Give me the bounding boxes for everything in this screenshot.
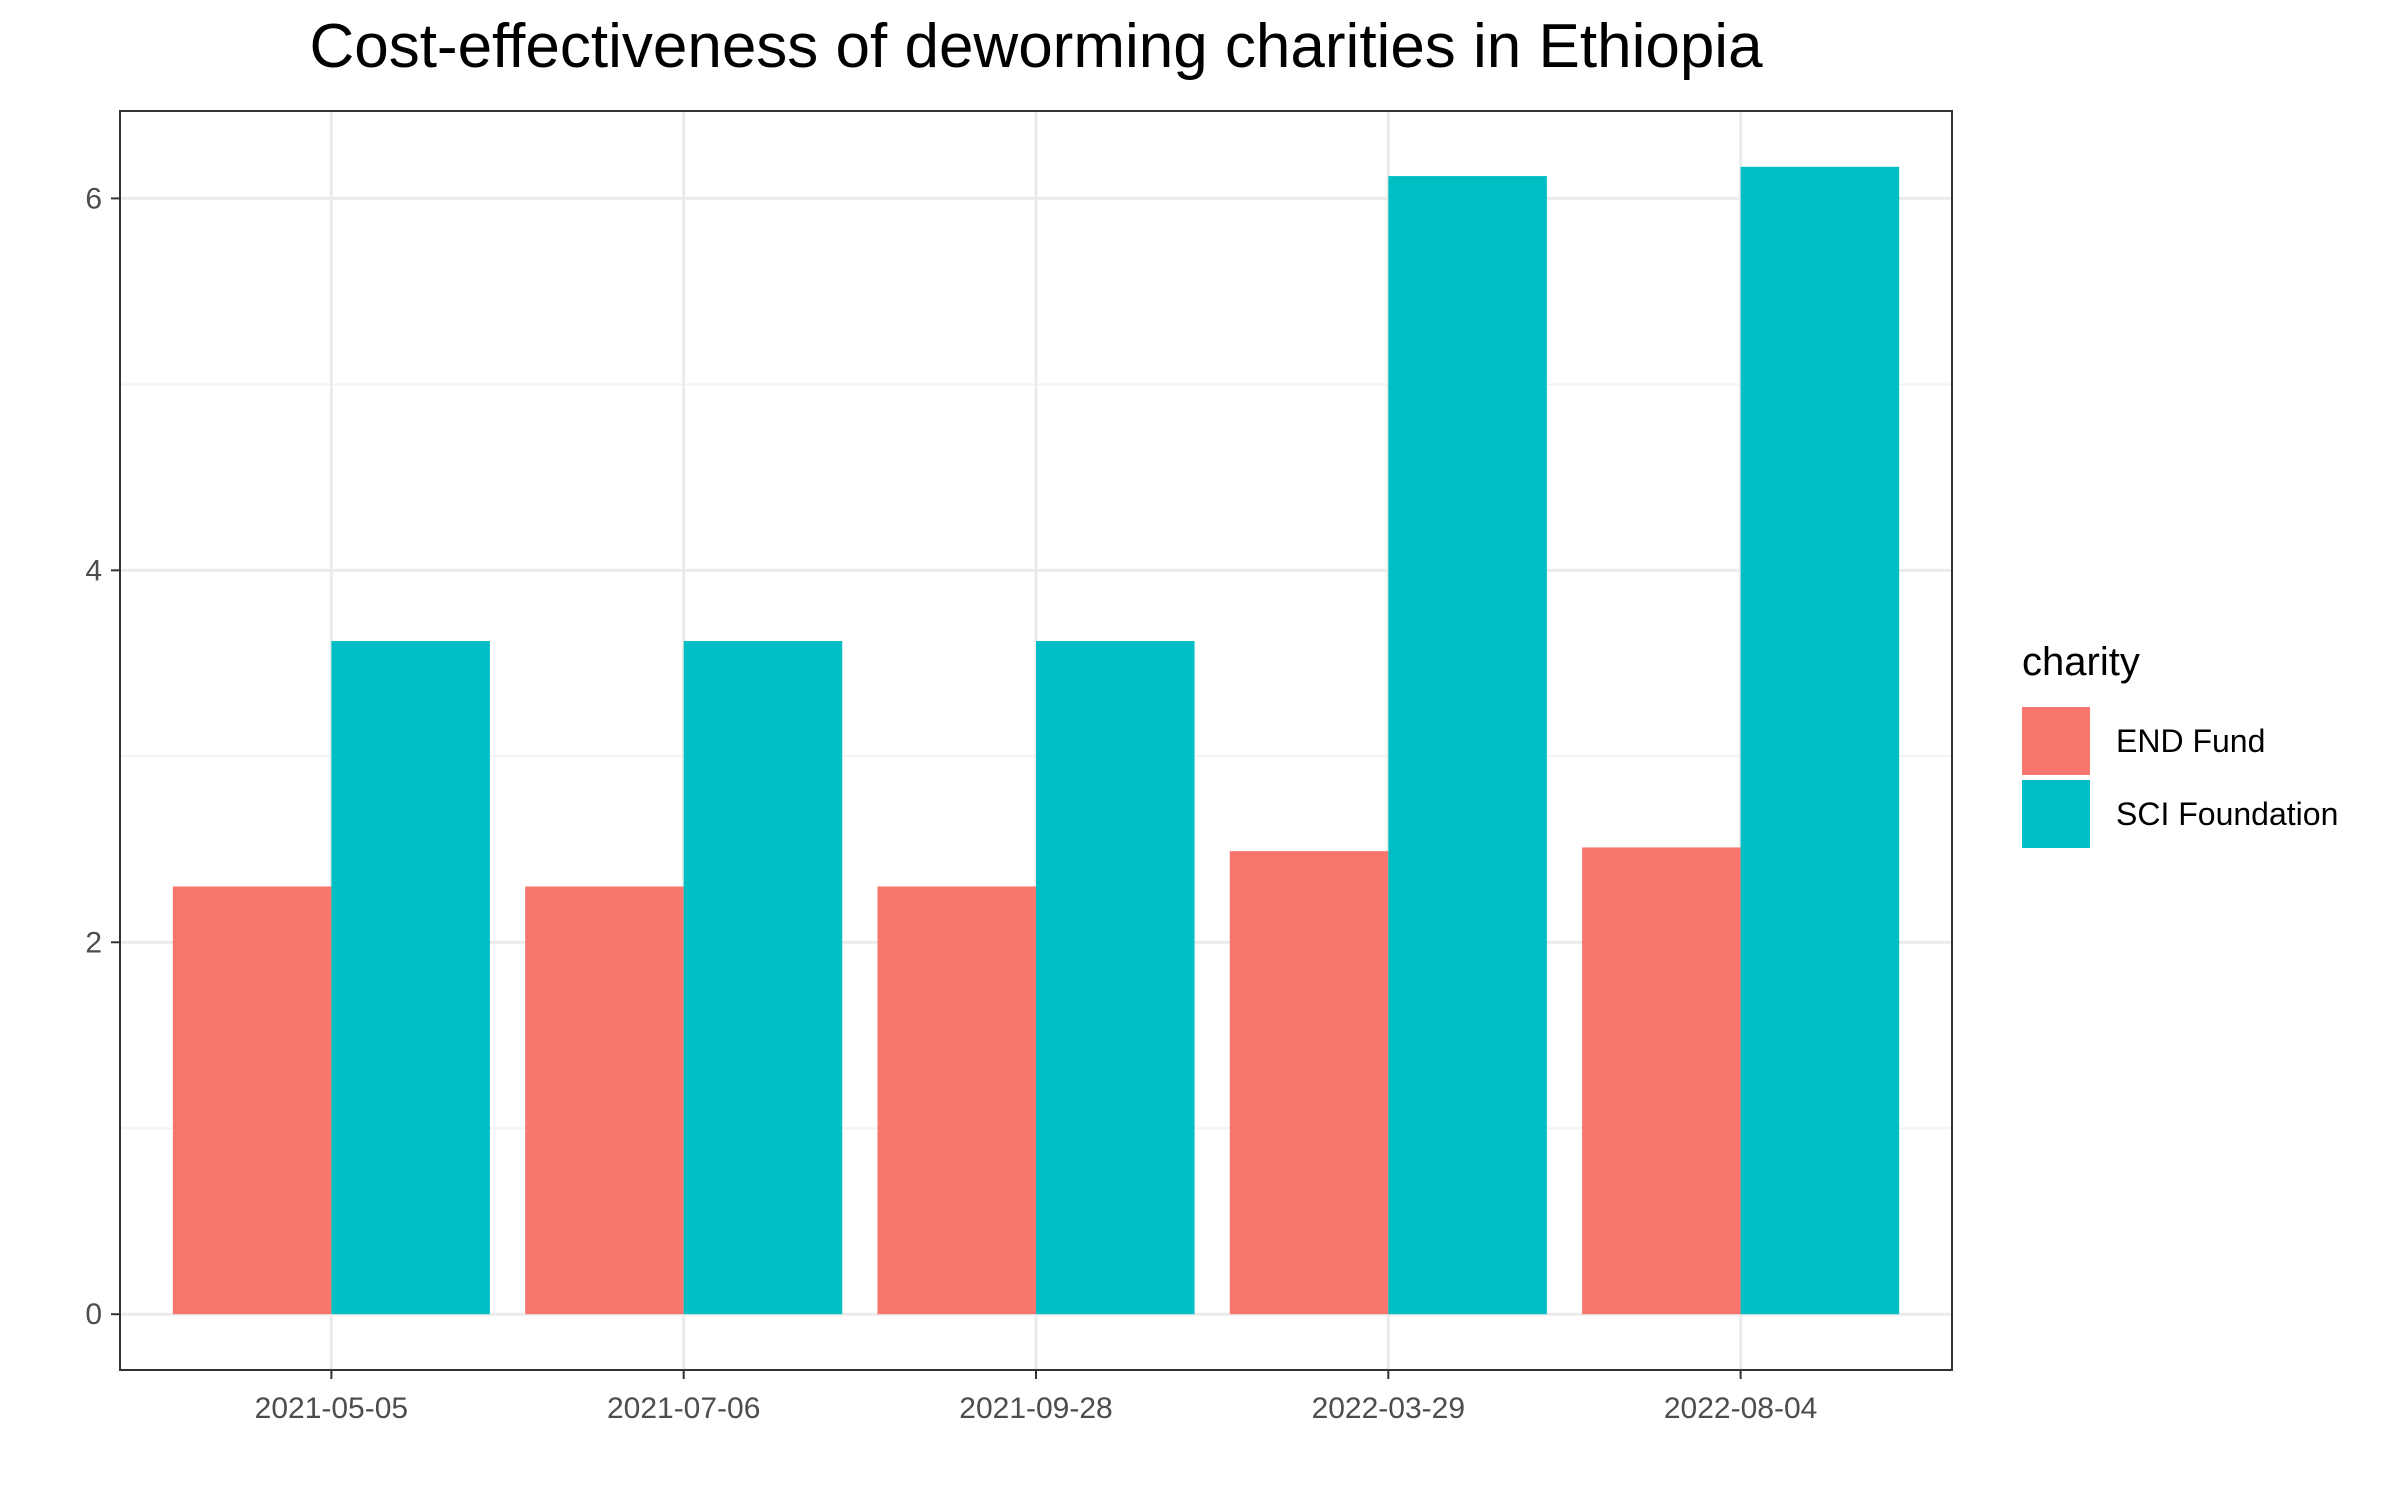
y-tick-label: 6 (85, 182, 102, 215)
bar-sci-foundation (683, 641, 843, 1315)
y-tick-label: 2 (85, 926, 102, 959)
bar-end-fund (1229, 851, 1389, 1315)
bar-end-fund (525, 886, 684, 1315)
y-tick-label: 0 (85, 1298, 102, 1331)
bar-end-fund (172, 886, 332, 1315)
legend-label: SCI Foundation (2116, 796, 2338, 832)
legend: charity END Fund SCI Foundation (2022, 640, 2338, 848)
x-tick-label: 2021-07-06 (607, 1392, 760, 1425)
x-tick-label: 2022-08-04 (1664, 1392, 1817, 1425)
legend-key-sci-foundation (2022, 780, 2090, 848)
bars (172, 166, 1900, 1315)
x-tick-label: 2022-03-29 (1312, 1392, 1465, 1425)
bar-end-fund (1582, 847, 1741, 1315)
x-tick-label: 2021-09-28 (959, 1392, 1112, 1425)
axes: 0 2 4 6 2021-05-05 2021-07-06 2021-09-28 2022-0… (85, 182, 1817, 1425)
legend-key-end-fund (2022, 707, 2090, 775)
bar-sci-foundation (1036, 641, 1195, 1315)
legend-title: charity (2022, 640, 2140, 684)
bar-end-fund (877, 886, 1036, 1315)
bar-sci-foundation (331, 641, 490, 1315)
chart-title: Cost-effectiveness of deworming charitie… (309, 12, 1763, 81)
bar-sci-foundation (1740, 166, 1900, 1315)
y-tick-label: 4 (85, 554, 102, 587)
bar-sci-foundation (1388, 176, 1547, 1315)
legend-label: END Fund (2116, 723, 2265, 759)
x-tick-label: 2021-05-05 (255, 1392, 408, 1425)
